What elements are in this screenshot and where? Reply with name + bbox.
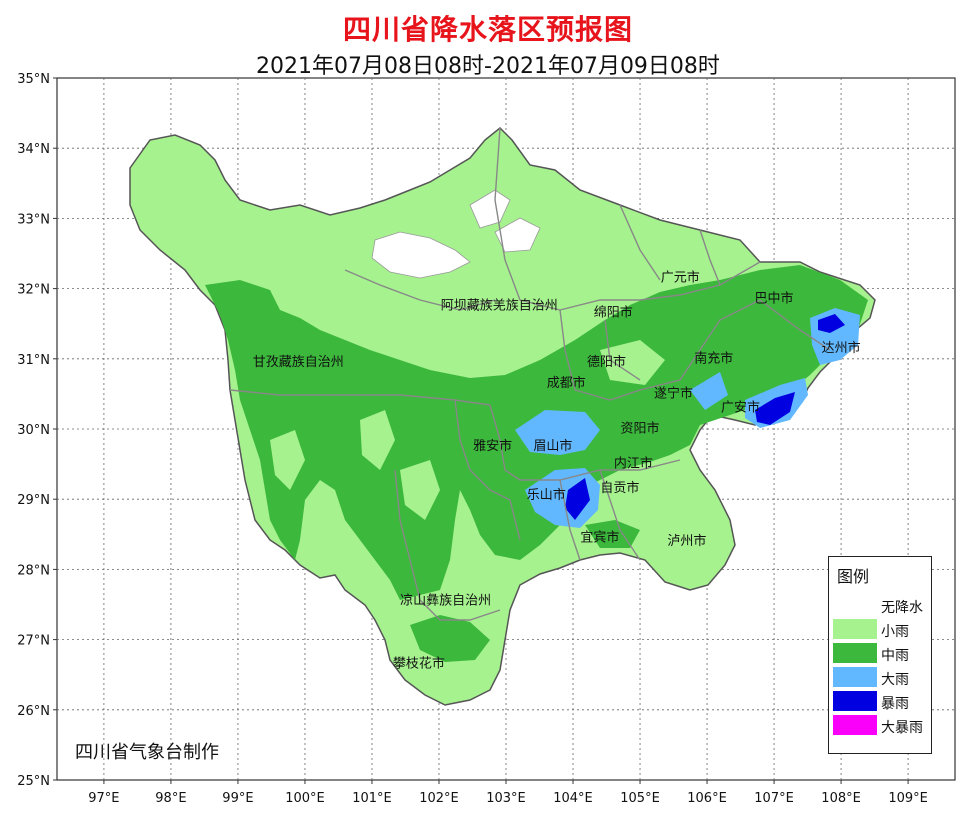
city-label: 雅安市: [473, 438, 512, 454]
city-label: 资阳市: [621, 421, 660, 437]
light-rain-area: [270, 430, 305, 490]
legend-label: 暴雨: [881, 696, 909, 712]
legend-label: 大雨: [881, 672, 909, 688]
longitude-label: 104°E: [553, 791, 593, 806]
longitude-label: 99°E: [222, 791, 253, 806]
latitude-label: 27°N: [17, 634, 50, 649]
latitude-label: 31°N: [17, 353, 50, 368]
longitude-label: 101°E: [352, 791, 392, 806]
city-label: 乐山市: [527, 487, 566, 503]
legend-title: 图例: [837, 567, 870, 586]
heavy-rain-area: [515, 410, 600, 455]
longitude-label: 98°E: [155, 791, 186, 806]
legend-item-heavy-rainstorm: 大暴雨: [833, 715, 929, 737]
credit-text: 四川省气象台制作: [75, 742, 219, 763]
longitude-label: 109°E: [888, 791, 928, 806]
latitude-label: 25°N: [17, 774, 50, 789]
light-rain-area: [600, 340, 665, 385]
legend-item-rainstorm: 暴雨: [833, 691, 929, 713]
legend-item-no-rain: 无降水: [833, 595, 929, 617]
legend-swatch: [833, 643, 877, 663]
latitude-label: 34°N: [17, 142, 50, 157]
city-label: 阿坝藏族羌族自治州: [441, 298, 558, 314]
rainstorm-area: [818, 314, 845, 333]
legend-swatch: [833, 667, 877, 687]
latitude-label: 28°N: [17, 563, 50, 578]
longitude-labels: 97°E 98°E 99°E 100°E 101°E 102°E 103°E 104°E 105…: [88, 780, 928, 806]
heavy-rain-area: [690, 372, 728, 410]
rainstorm-area: [755, 392, 795, 425]
city-label: 甘孜藏族自治州: [253, 354, 344, 370]
moderate-rain-area: [410, 615, 490, 662]
longitude-label: 108°E: [821, 791, 861, 806]
city-label: 眉山市: [533, 438, 572, 454]
legend-swatch: [833, 691, 877, 711]
latitude-label: 35°N: [17, 72, 50, 87]
latitude-labels: 35°N 34°N 33°N 32°N 31°N 30°N 29°N 28°N 27°N 26°N…: [17, 72, 57, 789]
latitude-label: 29°N: [17, 493, 50, 508]
legend-swatch: [833, 715, 877, 735]
legend-label: 小雨: [881, 624, 909, 640]
longitude-label: 97°E: [88, 791, 119, 806]
city-label: 遂宁市: [654, 385, 693, 401]
legend-label: 无降水: [881, 600, 923, 616]
city-label: 巴中市: [755, 291, 794, 307]
city-label: 南充市: [694, 350, 733, 366]
legend-item-heavy-rain: 大雨: [833, 667, 929, 689]
latitude-label: 33°N: [17, 212, 50, 227]
longitude-label: 103°E: [486, 791, 526, 806]
admin-boundaries: [229, 127, 831, 621]
longitude-label: 107°E: [754, 791, 794, 806]
city-label: 泸州市: [667, 533, 706, 549]
map-subtitle: 2021年07月08日08时-2021年07月09日08时: [256, 54, 720, 79]
latitude-label: 30°N: [17, 423, 50, 438]
legend-label: 大暴雨: [881, 720, 923, 736]
city-label: 德阳市: [587, 354, 626, 370]
city-label: 达州市: [822, 340, 861, 356]
moderate-rain-area: [585, 520, 640, 548]
city-label: 攀枝花市: [393, 656, 445, 672]
legend-label: 中雨: [881, 648, 909, 664]
city-label: 广安市: [721, 399, 760, 415]
city-label: 自贡市: [600, 480, 639, 496]
legend-swatch: [833, 595, 877, 615]
no-rain-area: [371, 231, 471, 279]
longitude-label: 105°E: [620, 791, 660, 806]
city-label: 成都市: [547, 375, 586, 391]
city-label: 宜宾市: [580, 529, 619, 545]
light-rain-area: [400, 460, 440, 520]
city-label: 广元市: [661, 270, 700, 286]
latitude-label: 26°N: [17, 704, 50, 719]
city-label: 凉山彝族自治州: [400, 593, 491, 609]
latitude-label: 32°N: [17, 283, 50, 298]
rainstorm-area: [565, 478, 590, 520]
legend-swatch: [833, 619, 877, 639]
legend-box: 图例 无降水 小雨 中雨 大雨 暴雨 大暴雨: [828, 556, 932, 754]
city-label: 绵阳市: [594, 305, 633, 321]
no-rain-area: [469, 189, 511, 229]
map-title: 四川省降水落区预报图: [342, 13, 633, 46]
light-rain-area: [360, 410, 395, 470]
legend-item-moderate-rain: 中雨: [833, 643, 929, 665]
longitude-label: 102°E: [419, 791, 459, 806]
legend-item-light-rain: 小雨: [833, 619, 929, 641]
longitude-label: 106°E: [687, 791, 727, 806]
longitude-label: 100°E: [285, 791, 325, 806]
city-label: 内江市: [614, 456, 653, 472]
